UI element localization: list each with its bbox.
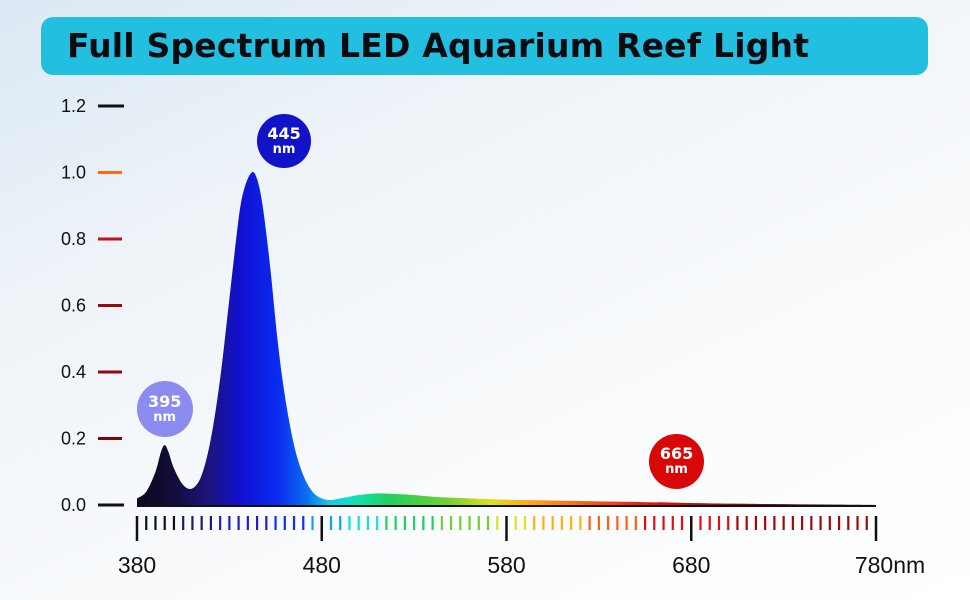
peak-label-665: 665 nm [649,433,705,489]
title-banner: Full Spectrum LED Aquarium Reef Light [41,17,928,75]
spectrum-area [137,172,876,505]
peak-label-value: 445 [267,124,301,143]
y-axis: 0.0 0.2 0.4 0.6 0.8 1.0 1.2 [61,96,124,515]
peak-label-unit: nm [665,462,688,477]
peak-label-unit: nm [153,410,177,425]
x-tick-label: 580 [487,552,525,578]
x-tick-label: 680 [672,552,710,578]
x-tick-label: 380 [118,552,156,578]
y-tick-label: 1.2 [61,96,86,116]
y-tick-label: 0.4 [61,362,86,382]
x-axis: 380 480 580 680 780nm [118,516,925,578]
x-tick-label: 480 [303,552,341,578]
y-tick-label: 0.8 [61,229,86,249]
peak-label-395: 395 nm [136,381,193,437]
peak-label-value: 395 [148,392,182,411]
y-tick-label: 0.2 [61,429,86,449]
peak-label-unit: nm [272,142,296,157]
y-tick-label: 0.0 [61,495,86,515]
y-tick-label: 1.0 [61,163,86,183]
x-tick-label: 780nm [855,552,925,578]
peak-label-445: 445 nm [257,114,312,168]
y-tick-label: 0.6 [61,296,86,316]
peak-label-value: 665 [659,444,694,463]
chart-title: Full Spectrum LED Aquarium Reef Light [67,26,810,65]
